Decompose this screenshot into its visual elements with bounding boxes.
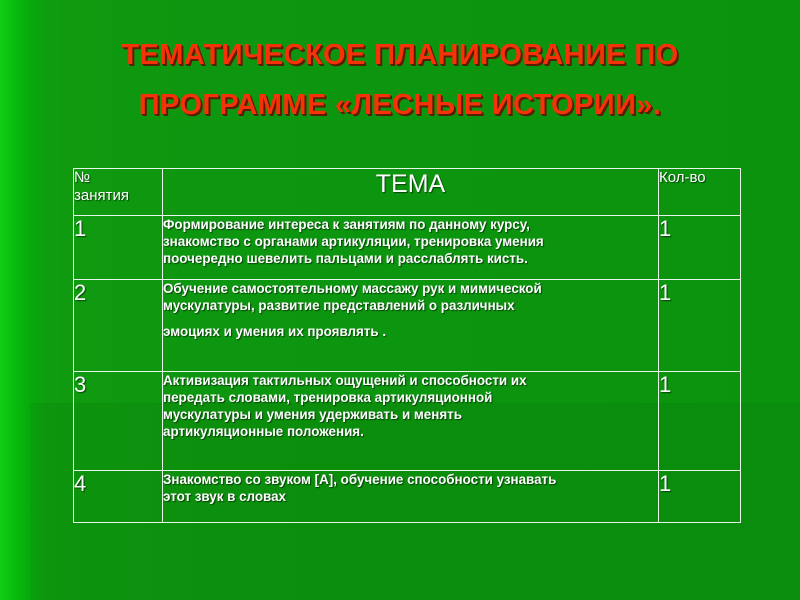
column-header-number-line2: занятия bbox=[74, 187, 129, 204]
table-body: 1 Формирование интереса к занятиям по да… bbox=[73, 215, 741, 523]
cell-lesson-number: 2 bbox=[73, 279, 163, 372]
theme-line: этот звук в словах bbox=[163, 489, 287, 504]
page-title: ТЕМАТИЧЕСКОЕ ПЛАНИРОВАНИЕ ПО ПРОГРАММЕ «… bbox=[121, 39, 679, 121]
theme-line: Активизация тактильных ощущений и способ… bbox=[163, 373, 527, 388]
theme-line: эмоциях и умения их проявлять . bbox=[163, 324, 387, 339]
cell-lesson-count: 1 bbox=[658, 279, 741, 372]
table-row: 4 Знакомство со звуком [А], обучение спо… bbox=[73, 470, 741, 523]
cell-lesson-count: 1 bbox=[658, 470, 741, 523]
cell-lesson-count: 1 bbox=[658, 371, 741, 471]
cell-lesson-number: 3 bbox=[73, 371, 163, 471]
cell-theme-text: Активизация тактильных ощущений и способ… bbox=[162, 371, 659, 471]
column-header-theme: ТЕМА bbox=[162, 168, 659, 216]
cell-theme-text: Формирование интереса к занятиям по данн… bbox=[162, 215, 659, 280]
cell-lesson-number: 4 bbox=[73, 470, 163, 523]
table-row: 3 Активизация тактильных ощущений и спос… bbox=[73, 371, 741, 471]
table-header-row: № занятия ТЕМА Кол-во bbox=[73, 168, 741, 216]
theme-line: мускулатуры, развитие представлений о ра… bbox=[163, 298, 515, 313]
theme-line: Обучение самостоятельному массажу рук и … bbox=[163, 281, 542, 296]
theme-line: Формирование интереса к занятиям по данн… bbox=[163, 217, 530, 232]
column-header-number-line1: № bbox=[74, 169, 91, 186]
theme-line: знакомство с органами артикуляции, трени… bbox=[163, 234, 544, 249]
theme-line: мускулатуры и умения удерживать и менять bbox=[163, 407, 462, 422]
cell-theme-text: Обучение самостоятельному массажу рук и … bbox=[162, 279, 659, 372]
theme-line: поочередно шевелить пальцами и расслабля… bbox=[163, 251, 528, 266]
cell-lesson-count: 1 bbox=[658, 215, 741, 280]
theme-line-spacer bbox=[163, 314, 658, 323]
thematic-plan-table: № занятия ТЕМА Кол-во 1 Формирование инт… bbox=[73, 168, 741, 523]
theme-line: передать словами, тренировка артикуляцио… bbox=[163, 390, 493, 405]
table-row: 1 Формирование интереса к занятиям по да… bbox=[73, 215, 741, 280]
background-left-strip bbox=[0, 0, 30, 600]
table-row: 2 Обучение самостоятельному массажу рук … bbox=[73, 279, 741, 372]
column-header-count: Кол-во bbox=[658, 168, 741, 216]
theme-line: артикуляционные положения. bbox=[163, 424, 364, 439]
cell-lesson-number: 1 bbox=[73, 215, 163, 280]
table-header: № занятия ТЕМА Кол-во bbox=[73, 168, 741, 216]
theme-line: Знакомство со звуком [А], обучение спосо… bbox=[163, 472, 557, 487]
column-header-number: № занятия bbox=[73, 168, 163, 216]
cell-theme-text: Знакомство со звуком [А], обучение спосо… bbox=[162, 470, 659, 523]
